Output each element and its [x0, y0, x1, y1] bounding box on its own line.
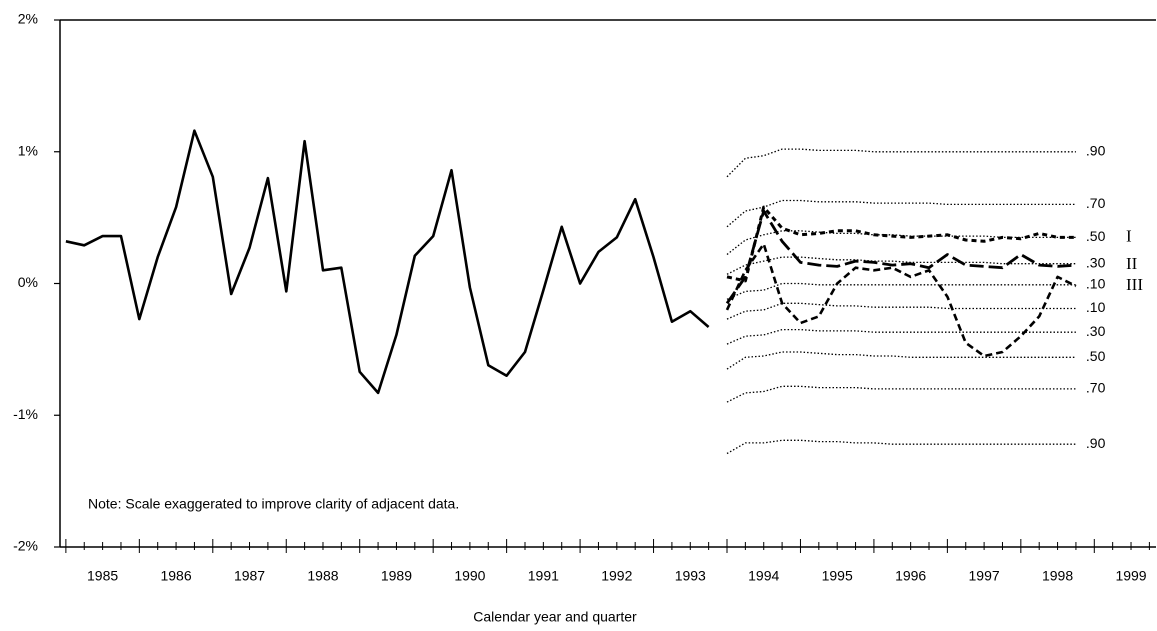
- series-line: [725, 209, 1076, 305]
- series-line: [726, 439, 1076, 455]
- series-line: [726, 385, 1076, 403]
- x-tick-label: 1993: [675, 568, 706, 584]
- band-label: .10: [1086, 299, 1106, 315]
- x-tick-label: 1985: [87, 568, 118, 584]
- scenario-label: III: [1126, 275, 1143, 294]
- band-label: .30: [1086, 323, 1106, 339]
- band-label: .70: [1086, 195, 1106, 211]
- y-tick-label: -2%: [13, 538, 38, 554]
- band-label: .50: [1086, 228, 1106, 244]
- y-tick-label: 1%: [18, 142, 38, 158]
- series-line: [726, 282, 1076, 300]
- series-line: [726, 205, 1076, 283]
- x-tick-label: 1987: [234, 568, 265, 584]
- y-tick-label: 2%: [18, 11, 38, 27]
- series-line: [65, 129, 710, 395]
- x-tick-label: 1998: [1042, 568, 1073, 584]
- x-tick-label: 1992: [601, 568, 632, 584]
- series-line: [726, 148, 1076, 178]
- series-line: [726, 230, 1076, 256]
- note: Note: Scale exaggerated to improve clari…: [88, 496, 459, 512]
- x-tick-label: 1995: [822, 568, 853, 584]
- y-tick-label: -1%: [13, 406, 38, 422]
- x-tick-label: 1990: [454, 568, 485, 584]
- series-line: [726, 328, 1076, 345]
- x-tick-label: 1996: [895, 568, 926, 584]
- x-tick-label: 1991: [528, 568, 559, 584]
- band-label: .90: [1086, 142, 1106, 158]
- band-label: .90: [1086, 435, 1106, 451]
- band-label: .70: [1086, 380, 1106, 396]
- x-tick-label: 1989: [381, 568, 412, 584]
- x-tick-label: 1997: [969, 568, 1000, 584]
- series-line: [726, 302, 1076, 320]
- x-tick-label: 1994: [748, 568, 779, 584]
- x-tick-label: 1988: [307, 568, 338, 584]
- series-line: [726, 256, 1076, 275]
- band-label: .50: [1086, 348, 1106, 364]
- series-line: [726, 199, 1076, 228]
- x-tick-label: 1986: [160, 568, 191, 584]
- x-axis-label: Calendar year and quarter: [473, 609, 637, 625]
- x-tick-label: 1999: [1115, 568, 1146, 584]
- scenario-label: I: [1126, 226, 1132, 245]
- band-label: .30: [1086, 254, 1106, 270]
- series-line: [725, 242, 1077, 358]
- band-label: .10: [1086, 276, 1106, 292]
- y-tick-label: 0%: [18, 274, 38, 290]
- series-line: [726, 351, 1076, 370]
- scenario-label: II: [1126, 254, 1138, 273]
